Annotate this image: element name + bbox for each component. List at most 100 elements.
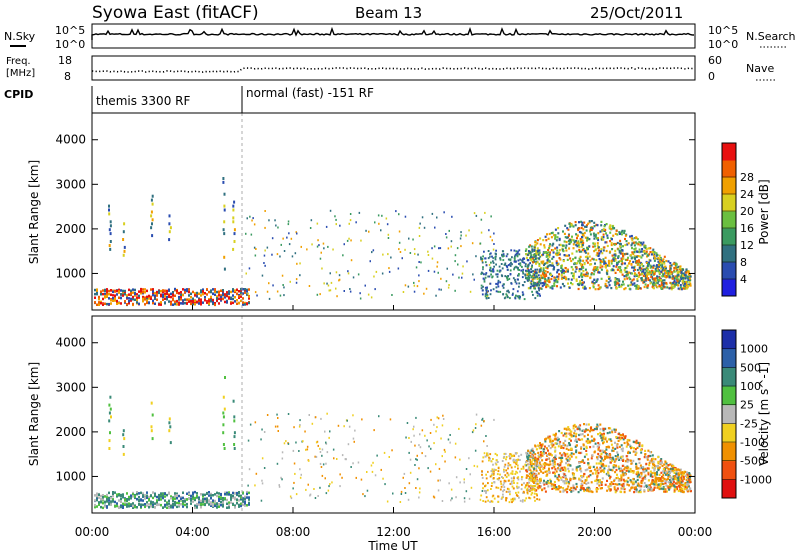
echo-cell — [619, 260, 622, 263]
echo-cell — [552, 249, 555, 252]
echo-cell — [572, 427, 575, 430]
echo-cell — [643, 279, 646, 282]
echo-cell — [591, 280, 594, 283]
echo-cell — [588, 245, 591, 248]
echo-cell — [586, 255, 589, 258]
echo-cell — [168, 421, 171, 425]
echo-cell — [553, 282, 556, 285]
echo-cell — [628, 459, 631, 462]
echo-cell — [686, 270, 689, 273]
echo-cell — [586, 468, 589, 471]
echo-cell — [539, 255, 542, 258]
echo-cell — [346, 239, 349, 242]
echo-cell — [502, 283, 505, 286]
echo-cell — [236, 491, 238, 495]
echo-cell — [561, 271, 563, 274]
echo-cell — [279, 255, 281, 258]
echo-cell — [549, 251, 551, 254]
echo-cell — [521, 259, 524, 262]
echo-cell — [114, 491, 116, 494]
echo-cell — [539, 243, 542, 246]
echo-cell — [566, 227, 569, 230]
echo-cell — [576, 245, 579, 248]
echo-cell — [244, 301, 246, 305]
echo-cell — [663, 478, 666, 481]
echo-cell — [206, 501, 208, 504]
echo-cell — [581, 263, 583, 266]
echo-cell — [355, 476, 357, 479]
echo-cell — [532, 451, 535, 454]
echo-cell — [583, 461, 586, 464]
echo-cell — [146, 491, 148, 494]
echo-cell — [142, 499, 144, 502]
echo-cell — [244, 291, 246, 294]
noise-right-top-tick: 10^5 — [708, 24, 738, 37]
echo-cell — [537, 487, 540, 490]
echo-cell — [603, 441, 606, 444]
echo-cell — [543, 479, 545, 482]
echo-cell — [635, 486, 637, 489]
echo-cell — [537, 274, 540, 277]
echo-cell — [510, 477, 513, 480]
echo-cell — [164, 297, 166, 300]
echo-cell — [557, 479, 560, 482]
echo-cell — [283, 250, 286, 252]
echo-cell — [657, 468, 660, 472]
echo-cell — [450, 245, 452, 248]
echo-cell — [659, 257, 661, 260]
echo-cell — [587, 490, 590, 493]
echo-cell — [572, 434, 575, 438]
echo-cell — [615, 242, 617, 246]
echo-cell — [550, 277, 553, 281]
echo-cell — [658, 285, 661, 288]
echo-cell — [513, 477, 515, 480]
echo-cell — [678, 473, 680, 477]
echo-cell — [570, 430, 573, 433]
echo-cell — [168, 506, 170, 509]
echo-cell — [108, 208, 110, 212]
echo-cell — [510, 249, 513, 252]
echo-cell — [618, 249, 621, 252]
echo-cell — [202, 493, 204, 496]
echo-cell — [621, 484, 624, 488]
echo-cell — [496, 478, 499, 480]
echo-cell — [146, 504, 148, 507]
echo-cell — [621, 447, 624, 450]
echo-cell — [623, 468, 626, 471]
echo-cell — [652, 457, 655, 460]
echo-cell — [568, 443, 571, 446]
echo-cell — [568, 459, 571, 462]
echo-cell — [651, 271, 654, 274]
echo-cell — [655, 480, 658, 483]
echo-cell — [487, 499, 489, 502]
echo-cell — [569, 241, 572, 244]
echo-cell — [647, 449, 650, 452]
echo-cell — [538, 270, 541, 273]
echo-cell — [180, 302, 182, 305]
echo-cell — [507, 488, 510, 491]
echo-cell — [565, 244, 568, 247]
echo-cell — [216, 506, 218, 509]
echo-cell — [126, 503, 128, 506]
echo-cell — [136, 506, 138, 509]
echo-cell — [587, 433, 589, 436]
echo-cell — [172, 497, 174, 501]
echo-cell — [595, 237, 598, 240]
echo-cell — [602, 228, 605, 231]
echo-cell — [665, 473, 667, 476]
echo-cell — [544, 280, 547, 283]
echo-cell — [305, 488, 307, 491]
echo-cell — [232, 399, 235, 403]
echo-cell — [492, 257, 494, 260]
echo-cell — [689, 279, 692, 282]
echo-cell — [581, 221, 584, 224]
echo-cell — [202, 290, 204, 293]
echo-cell — [657, 483, 660, 486]
echo-cell — [523, 482, 525, 485]
echo-cell — [590, 220, 593, 223]
echo-cell — [502, 490, 504, 493]
echo-cell — [176, 497, 178, 500]
echo-cell — [524, 499, 526, 502]
echo-cell — [511, 485, 514, 488]
echo-cell — [619, 239, 622, 242]
